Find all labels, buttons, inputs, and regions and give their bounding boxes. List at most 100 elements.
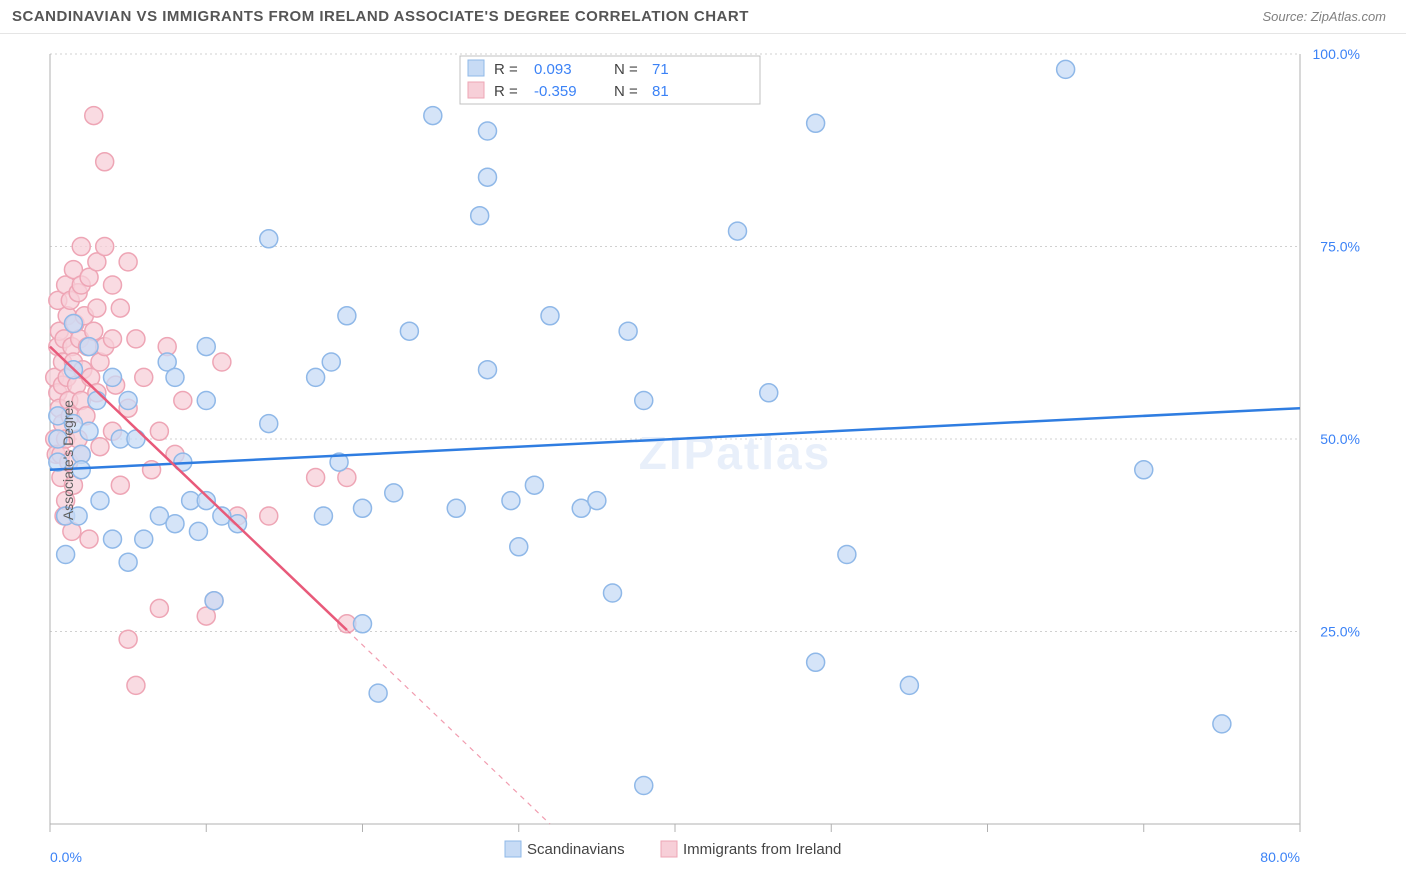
y-tick-label: 100.0%: [1313, 46, 1360, 62]
y-tick-label: 75.0%: [1320, 239, 1360, 255]
data-point: [64, 315, 82, 333]
data-point: [127, 676, 145, 694]
data-point: [525, 476, 543, 494]
legend-label: Immigrants from Ireland: [683, 841, 841, 858]
legend-swatch: [661, 841, 677, 857]
data-point: [57, 546, 75, 564]
legend-stat: N =: [614, 61, 638, 78]
data-point: [1135, 461, 1153, 479]
data-point: [91, 492, 109, 510]
data-point: [150, 422, 168, 440]
data-point: [510, 538, 528, 556]
data-point: [385, 484, 403, 502]
chart-container: Associate's Degree 25.0%50.0%75.0%100.0%…: [0, 34, 1406, 886]
header-bar: SCANDINAVIAN VS IMMIGRANTS FROM IRELAND …: [0, 0, 1406, 34]
legend-stat: R =: [494, 83, 518, 100]
data-point: [150, 599, 168, 617]
data-point: [635, 777, 653, 795]
data-point: [541, 307, 559, 325]
data-point: [479, 168, 497, 186]
data-point: [729, 222, 747, 240]
data-point: [80, 338, 98, 356]
legend-stat: 0.093: [534, 61, 572, 78]
data-point: [197, 338, 215, 356]
legend-stat: 71: [652, 61, 669, 78]
data-point: [1057, 60, 1075, 78]
data-point: [111, 299, 129, 317]
data-point: [314, 507, 332, 525]
data-point: [471, 207, 489, 225]
data-point: [72, 238, 90, 256]
data-point: [80, 530, 98, 548]
data-point: [119, 553, 137, 571]
data-point: [135, 368, 153, 386]
data-point: [91, 438, 109, 456]
data-point: [85, 107, 103, 125]
data-point: [166, 368, 184, 386]
data-point: [354, 499, 372, 517]
scatter-chart: 25.0%50.0%75.0%100.0%ZIPatlas0.0%80.0%R …: [0, 34, 1406, 886]
data-point: [619, 322, 637, 340]
legend-swatch: [468, 82, 484, 98]
series-legend: Scandinavians Immigrants from Ireland: [505, 841, 841, 858]
legend-stat: 81: [652, 83, 669, 100]
data-point: [369, 684, 387, 702]
data-point: [96, 153, 114, 171]
data-point: [205, 592, 223, 610]
data-point: [260, 230, 278, 248]
legend-stat: R =: [494, 61, 518, 78]
source-attribution: Source: ZipAtlas.com: [1262, 9, 1386, 24]
legend-stat: N =: [614, 83, 638, 100]
y-axis-label: Associate's Degree: [60, 400, 76, 520]
data-point: [119, 253, 137, 271]
data-point: [197, 392, 215, 410]
data-point: [104, 368, 122, 386]
data-point: [119, 392, 137, 410]
data-point: [838, 546, 856, 564]
data-point: [119, 630, 137, 648]
data-point: [80, 422, 98, 440]
legend-swatch: [468, 60, 484, 76]
data-point: [260, 507, 278, 525]
data-point: [604, 584, 622, 602]
data-point: [1213, 715, 1231, 733]
trend-line: [50, 347, 347, 630]
legend-swatch: [505, 841, 521, 857]
data-point: [479, 122, 497, 140]
legend-label: Scandinavians: [527, 841, 625, 858]
data-point: [447, 499, 465, 517]
data-point: [760, 384, 778, 402]
data-point: [189, 522, 207, 540]
data-point: [354, 615, 372, 633]
data-point: [479, 361, 497, 379]
data-point: [807, 114, 825, 132]
data-point: [127, 430, 145, 448]
data-point: [213, 353, 231, 371]
data-point: [88, 392, 106, 410]
data-point: [502, 492, 520, 510]
data-point: [260, 415, 278, 433]
legend-stat: -0.359: [534, 83, 577, 100]
data-point: [96, 238, 114, 256]
data-point: [338, 307, 356, 325]
x-tick-label: 80.0%: [1260, 849, 1300, 865]
data-point: [900, 676, 918, 694]
data-point: [400, 322, 418, 340]
data-point: [635, 392, 653, 410]
data-point: [104, 330, 122, 348]
data-point: [588, 492, 606, 510]
trend-line-dashed: [347, 630, 550, 824]
data-point: [104, 276, 122, 294]
data-point: [88, 299, 106, 317]
data-point: [307, 368, 325, 386]
chart-title: SCANDINAVIAN VS IMMIGRANTS FROM IRELAND …: [12, 8, 749, 25]
data-point: [174, 392, 192, 410]
y-tick-label: 25.0%: [1320, 624, 1360, 640]
y-tick-label: 50.0%: [1320, 431, 1360, 447]
data-point: [166, 515, 184, 533]
data-point: [307, 469, 325, 487]
data-point: [111, 476, 129, 494]
data-point: [135, 530, 153, 548]
data-point: [807, 653, 825, 671]
data-point: [322, 353, 340, 371]
